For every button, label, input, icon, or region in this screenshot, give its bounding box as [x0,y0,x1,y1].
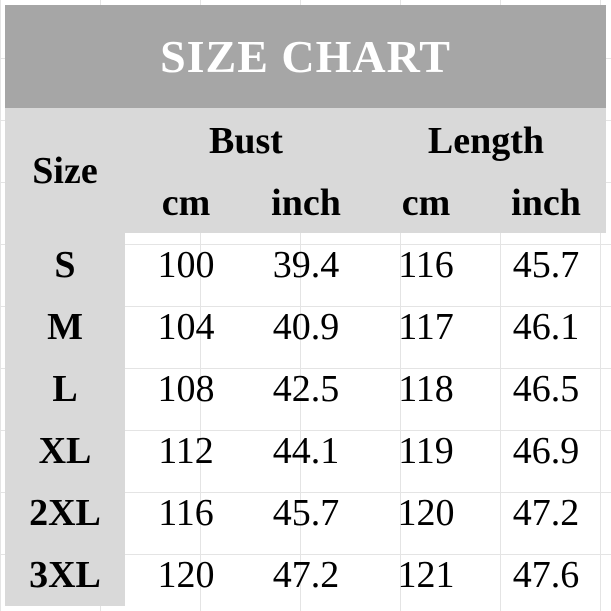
cell-bust-inch: 45.7 [272,492,340,534]
cell-bust-cm: 116 [158,492,214,534]
cell-length-inch: 47.2 [512,492,580,534]
cell-length-inch: 46.1 [512,306,580,348]
cell-length-cm: 121 [397,554,455,596]
cell-bust-cm: 100 [157,244,215,286]
chart-title: SIZE CHART [5,5,606,108]
cell-bust-cm: 104 [157,306,215,348]
header-band [5,108,606,233]
unit-length-inch: inch [511,182,581,224]
header-bust: Bust [209,120,283,162]
unit-bust-cm: cm [161,182,211,224]
cell-length-cm: 117 [398,306,454,348]
cell-size: 3XL [29,554,101,596]
cell-length-cm: 116 [398,244,454,286]
cell-bust-inch: 40.9 [272,306,340,348]
unit-length-cm: cm [401,182,451,224]
size-column-band [5,233,125,606]
cell-bust-cm: 112 [158,430,214,472]
cell-length-inch: 47.6 [512,554,580,596]
cell-length-inch: 46.9 [512,430,580,472]
cell-bust-inch: 42.5 [272,368,340,410]
cell-length-cm: 120 [397,492,455,534]
cell-size: S [54,244,76,286]
header-length: Length [427,120,545,162]
cell-size: XL [38,430,92,472]
unit-bust-inch: inch [271,182,341,224]
cell-size: M [47,306,83,348]
cell-bust-inch: 39.4 [272,244,340,286]
cell-bust-inch: 47.2 [272,554,340,596]
cell-bust-inch: 44.1 [272,430,340,472]
cell-length-inch: 45.7 [512,244,580,286]
cell-length-cm: 119 [398,430,454,472]
cell-length-cm: 118 [398,368,454,410]
cell-length-inch: 46.5 [512,368,580,410]
cell-size: L [52,368,78,410]
cell-bust-cm: 108 [157,368,215,410]
cell-size: 2XL [29,492,101,534]
header-size: Size [32,149,98,192]
cell-bust-cm: 120 [157,554,215,596]
